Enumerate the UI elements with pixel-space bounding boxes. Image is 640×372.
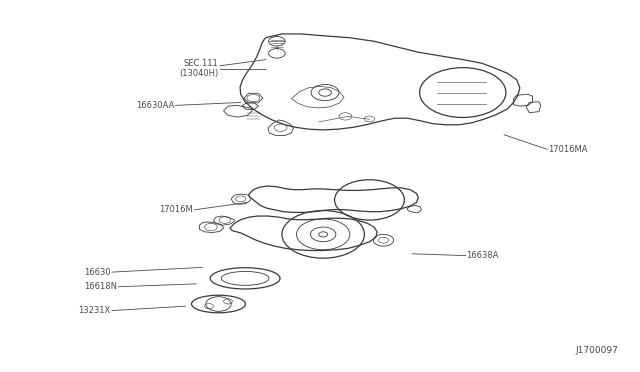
- Text: 16618N: 16618N: [84, 282, 117, 291]
- Text: 16630: 16630: [84, 267, 111, 277]
- Text: 16630AA: 16630AA: [136, 101, 174, 110]
- Text: 17016MA: 17016MA: [548, 145, 588, 154]
- Text: J1700097: J1700097: [575, 346, 618, 355]
- Text: SEC.111
(13040H): SEC.111 (13040H): [179, 59, 218, 78]
- Text: 17016M: 17016M: [159, 205, 193, 214]
- Text: 13231X: 13231X: [78, 306, 111, 315]
- Text: 16638A: 16638A: [466, 251, 499, 260]
